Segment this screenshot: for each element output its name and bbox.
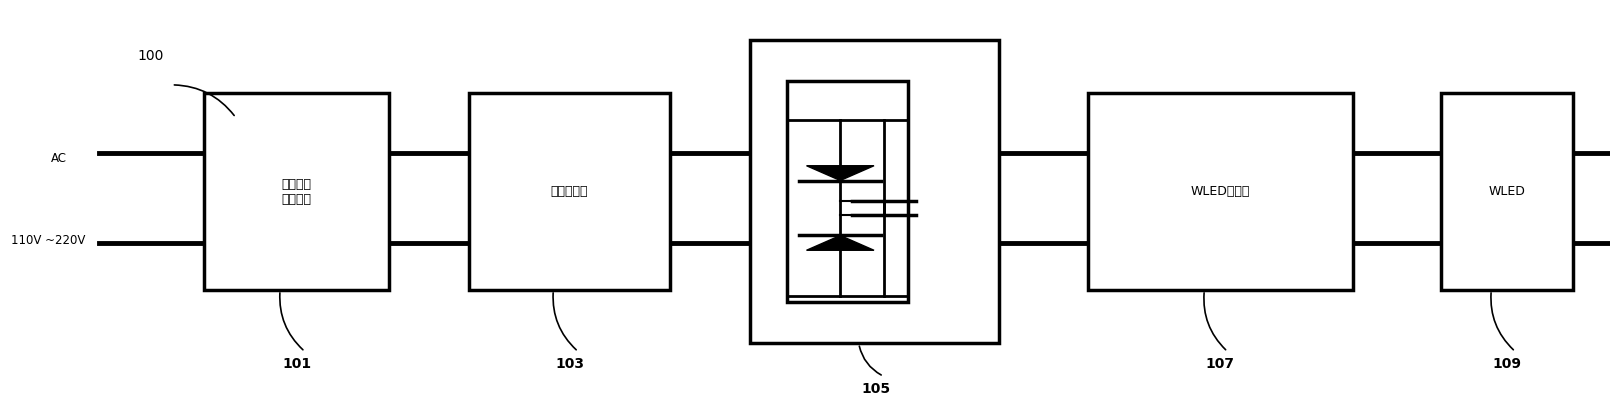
Text: 105: 105 [861, 381, 890, 396]
Bar [1087, 93, 1353, 290]
Bar [203, 93, 389, 290]
Text: 110V ~220V: 110V ~220V [11, 234, 85, 248]
Text: 103: 103 [556, 357, 584, 371]
Text: WLED驱动器: WLED驱动器 [1190, 185, 1250, 198]
Bar [469, 93, 669, 290]
Bar [750, 40, 1000, 344]
Text: WLED: WLED [1489, 185, 1526, 198]
Bar [787, 81, 908, 302]
Text: 100: 100 [137, 49, 165, 63]
Polygon shape [806, 235, 874, 250]
Text: AC: AC [52, 152, 68, 165]
Polygon shape [806, 166, 874, 181]
Text: 三端双控
二极光器: 三端双控 二极光器 [281, 178, 311, 206]
Text: 107: 107 [1205, 357, 1234, 371]
Text: 电子变压器: 电子变压器 [550, 185, 589, 198]
Text: 101: 101 [282, 357, 311, 371]
Text: 109: 109 [1494, 357, 1521, 371]
Bar [1442, 93, 1573, 290]
